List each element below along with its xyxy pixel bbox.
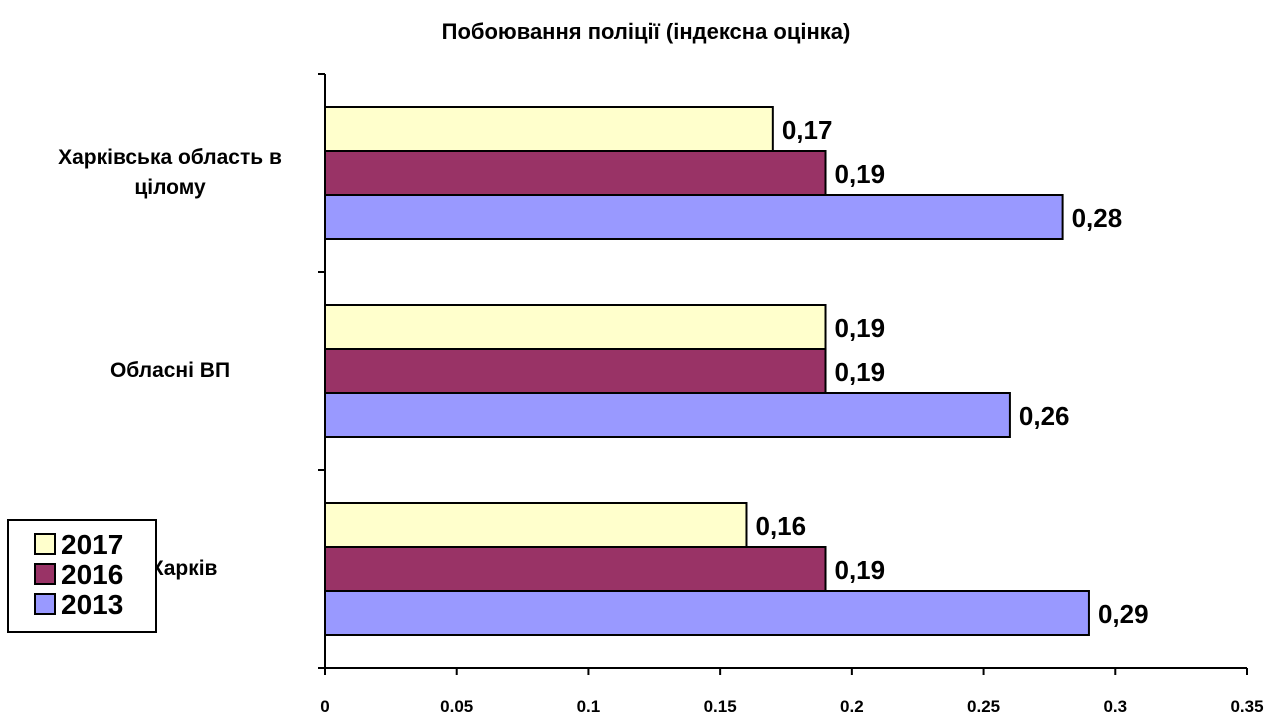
bar-2017-2 (324, 304, 827, 350)
value-label-2017-1: 0,17 (782, 115, 833, 145)
bar-2017-1 (324, 106, 774, 152)
category-label-2: Обласні ВП (110, 359, 230, 382)
bar-2016-2 (324, 348, 827, 394)
x-tick-label: 0.05 (440, 697, 473, 715)
x-tick-label: 0.25 (967, 697, 1000, 715)
bars-group (324, 106, 1090, 636)
bar-2013-3 (324, 590, 1090, 636)
legend-label-2017: 2017 (61, 529, 123, 560)
legend-swatch-2017 (34, 533, 56, 555)
bar-2013-1 (324, 194, 1064, 240)
value-label-2013-1: 0,28 (1072, 203, 1123, 233)
bar-2017-3 (324, 502, 748, 548)
value-label-2013-2: 0,26 (1019, 401, 1070, 431)
bar-2016-3 (324, 546, 827, 592)
category-label-1: Харківська область в (58, 146, 282, 169)
value-labels-group: 0,170,190,280,190,190,260,160,190,29 (755, 115, 1148, 629)
x-tick-label: 0 (320, 697, 329, 715)
value-label-2016-2: 0,19 (835, 357, 886, 387)
value-label-2013-3: 0,29 (1098, 599, 1149, 629)
bar-2013-2 (324, 392, 1011, 438)
bar-2016-1 (324, 150, 827, 196)
x-tick-label: 0.15 (704, 697, 737, 715)
value-label-2017-2: 0,19 (835, 313, 886, 343)
legend-swatch-2016 (34, 563, 56, 585)
x-tick-label: 0.3 (1103, 697, 1127, 715)
chart-title: Побоювання поліції (індексна оцінка) (442, 19, 851, 44)
x-tick-label: 0.1 (577, 697, 601, 715)
legend-swatch-2013 (34, 593, 56, 615)
category-label-1: цілому (134, 176, 206, 199)
legend-box (7, 519, 157, 633)
legend-label-2013: 2013 (61, 589, 123, 620)
x-tick-label: 0.35 (1230, 697, 1263, 715)
x-tick-label: 0.2 (840, 697, 864, 715)
axes-group: 0 0.05 0.1 0.15 0.2 0.25 0.3 0.35 (318, 73, 1264, 715)
legend-label-2016: 2016 (61, 559, 123, 590)
value-label-2017-3: 0,16 (755, 511, 806, 541)
value-label-2016-3: 0,19 (835, 555, 886, 585)
value-label-2016-1: 0,19 (835, 159, 886, 189)
